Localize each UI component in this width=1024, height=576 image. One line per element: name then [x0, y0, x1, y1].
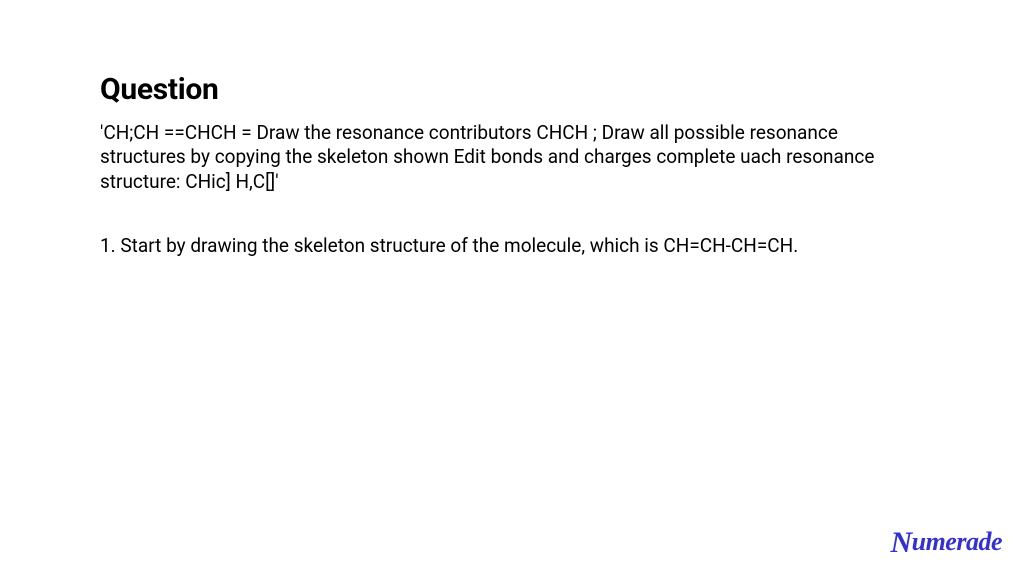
question-container: Question 'CH;CH ==CHCH = Draw the resona…	[0, 0, 1024, 258]
question-body-text: 'CH;CH ==CHCH = Draw the resonance contr…	[100, 121, 924, 194]
question-heading: Question	[100, 72, 924, 107]
logo-glyph-n: N	[890, 526, 911, 560]
solution-step-1: 1. Start by drawing the skeleton structu…	[100, 234, 924, 258]
logo-text: umerade	[912, 527, 1002, 556]
numerade-logo: Numerade	[890, 524, 1002, 558]
